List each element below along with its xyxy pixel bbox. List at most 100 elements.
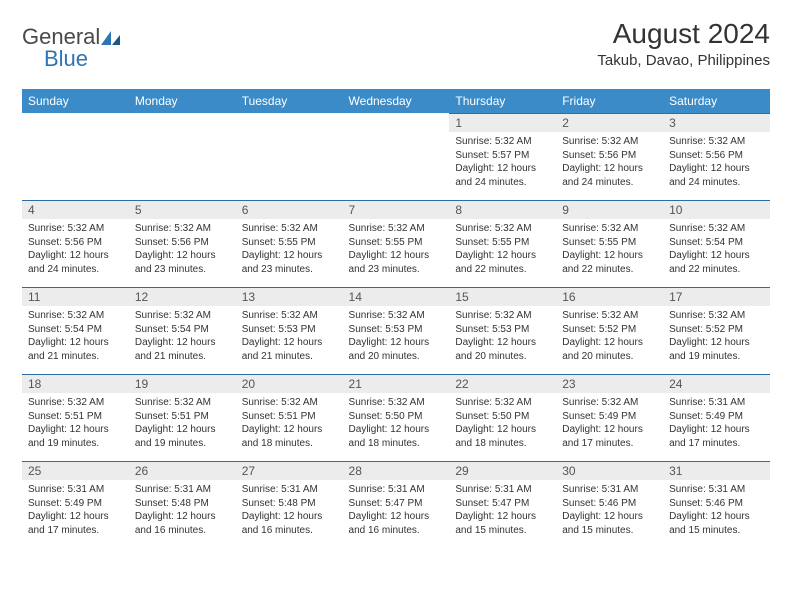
day-content: Sunrise: 5:32 AMSunset: 5:51 PMDaylight:…	[236, 393, 343, 456]
calendar-cell: 17Sunrise: 5:32 AMSunset: 5:52 PMDayligh…	[663, 287, 770, 374]
day-content: Sunrise: 5:32 AMSunset: 5:56 PMDaylight:…	[663, 132, 770, 195]
day-number: 11	[22, 287, 129, 306]
calendar-cell: 15Sunrise: 5:32 AMSunset: 5:53 PMDayligh…	[449, 287, 556, 374]
day-number: 12	[129, 287, 236, 306]
weekday-header: Sunday	[22, 89, 129, 113]
calendar-row: 4Sunrise: 5:32 AMSunset: 5:56 PMDaylight…	[22, 200, 770, 287]
calendar-cell: 2Sunrise: 5:32 AMSunset: 5:56 PMDaylight…	[556, 113, 663, 200]
day-content: Sunrise: 5:31 AMSunset: 5:49 PMDaylight:…	[663, 393, 770, 456]
day-number: 20	[236, 374, 343, 393]
day-number: 18	[22, 374, 129, 393]
weekday-header: Saturday	[663, 89, 770, 113]
calendar-cell: 24Sunrise: 5:31 AMSunset: 5:49 PMDayligh…	[663, 374, 770, 461]
calendar-cell: 25Sunrise: 5:31 AMSunset: 5:49 PMDayligh…	[22, 461, 129, 548]
day-number: 6	[236, 200, 343, 219]
day-content: Sunrise: 5:32 AMSunset: 5:54 PMDaylight:…	[129, 306, 236, 369]
calendar-cell: 11Sunrise: 5:32 AMSunset: 5:54 PMDayligh…	[22, 287, 129, 374]
day-number: 9	[556, 200, 663, 219]
day-content: Sunrise: 5:32 AMSunset: 5:54 PMDaylight:…	[22, 306, 129, 369]
calendar-cell: 10Sunrise: 5:32 AMSunset: 5:54 PMDayligh…	[663, 200, 770, 287]
calendar-cell	[129, 113, 236, 200]
calendar-cell	[236, 113, 343, 200]
day-content: Sunrise: 5:32 AMSunset: 5:50 PMDaylight:…	[449, 393, 556, 456]
calendar-cell: 30Sunrise: 5:31 AMSunset: 5:46 PMDayligh…	[556, 461, 663, 548]
day-number: 4	[22, 200, 129, 219]
calendar-row: 18 Sunrise: 5:32 AMSunset: 5:51 PMDayligh…	[22, 374, 770, 461]
title-block: August 2024 Takub, Davao, Philippines	[597, 18, 770, 69]
day-content: Sunrise: 5:32 AMSunset: 5:53 PMDaylight:…	[343, 306, 450, 369]
calendar-cell: 3Sunrise: 5:32 AMSunset: 5:56 PMDaylight…	[663, 113, 770, 200]
calendar-body: 1Sunrise: 5:32 AMSunset: 5:57 PMDaylight…	[22, 113, 770, 548]
calendar-cell: 16Sunrise: 5:32 AMSunset: 5:52 PMDayligh…	[556, 287, 663, 374]
calendar-cell: 7Sunrise: 5:32 AMSunset: 5:55 PMDaylight…	[343, 200, 450, 287]
weekday-header: Tuesday	[236, 89, 343, 113]
calendar-cell: 31Sunrise: 5:31 AMSunset: 5:46 PMDayligh…	[663, 461, 770, 548]
month-title: August 2024	[597, 18, 770, 50]
day-content: Sunrise: 5:32 AMSunset: 5:55 PMDaylight:…	[343, 219, 450, 282]
calendar-row: 1Sunrise: 5:32 AMSunset: 5:57 PMDaylight…	[22, 113, 770, 200]
day-content: Sunrise: 5:32 AMSunset: 5:55 PMDaylight:…	[556, 219, 663, 282]
day-number: 2	[556, 113, 663, 132]
calendar-cell: 9Sunrise: 5:32 AMSunset: 5:55 PMDaylight…	[556, 200, 663, 287]
day-number: 5	[129, 200, 236, 219]
calendar-cell: 21Sunrise: 5:32 AMSunset: 5:50 PMDayligh…	[343, 374, 450, 461]
logo-text-blue: Blue	[44, 46, 88, 71]
calendar-page: General August 2024 Takub, Davao, Philip…	[0, 0, 792, 566]
calendar-cell: 29Sunrise: 5:31 AMSunset: 5:47 PMDayligh…	[449, 461, 556, 548]
calendar-cell: 27Sunrise: 5:31 AMSunset: 5:48 PMDayligh…	[236, 461, 343, 548]
calendar-cell	[22, 113, 129, 200]
day-number: 27	[236, 461, 343, 480]
day-content: Sunrise: 5:32 AMSunset: 5:57 PMDaylight:…	[449, 132, 556, 195]
day-number: 31	[663, 461, 770, 480]
day-number: 3	[663, 113, 770, 132]
logo-sail-icon	[100, 29, 122, 47]
calendar-cell: 4Sunrise: 5:32 AMSunset: 5:56 PMDaylight…	[22, 200, 129, 287]
day-number: 28	[343, 461, 450, 480]
calendar-cell: 28Sunrise: 5:31 AMSunset: 5:47 PMDayligh…	[343, 461, 450, 548]
calendar-cell: 12Sunrise: 5:32 AMSunset: 5:54 PMDayligh…	[129, 287, 236, 374]
day-content: Sunrise: 5:32 AMSunset: 5:50 PMDaylight:…	[343, 393, 450, 456]
calendar-cell: 5Sunrise: 5:32 AMSunset: 5:56 PMDaylight…	[129, 200, 236, 287]
weekday-header: Friday	[556, 89, 663, 113]
weekday-header: Thursday	[449, 89, 556, 113]
calendar-row: 11Sunrise: 5:32 AMSunset: 5:54 PMDayligh…	[22, 287, 770, 374]
calendar-cell: 8Sunrise: 5:32 AMSunset: 5:55 PMDaylight…	[449, 200, 556, 287]
day-number: 23	[556, 374, 663, 393]
calendar-cell	[343, 113, 450, 200]
day-number: 19	[129, 374, 236, 393]
calendar-cell: 18Sunrise: 5:32 AMSunset: 5:51 PMDayligh…	[22, 374, 129, 461]
day-content: Sunrise: 5:32 AMSunset: 5:56 PMDaylight:…	[129, 219, 236, 282]
day-content: Sunrise: 5:31 AMSunset: 5:47 PMDaylight:…	[343, 480, 450, 543]
day-number: 7	[343, 200, 450, 219]
day-content: Sunrise: 5:32 AMSunset: 5:54 PMDaylight:…	[663, 219, 770, 282]
day-content: Sunrise: 5:32 AMSunset: 5:52 PMDaylight:…	[556, 306, 663, 369]
weekday-header-row: Sunday Monday Tuesday Wednesday Thursday…	[22, 89, 770, 113]
calendar-cell: 20Sunrise: 5:32 AMSunset: 5:51 PMDayligh…	[236, 374, 343, 461]
day-number: 30	[556, 461, 663, 480]
calendar-cell: 13Sunrise: 5:32 AMSunset: 5:53 PMDayligh…	[236, 287, 343, 374]
day-content: Sunrise: 5:31 AMSunset: 5:46 PMDaylight:…	[663, 480, 770, 543]
day-number: 13	[236, 287, 343, 306]
day-number: 24	[663, 374, 770, 393]
day-number: 22	[449, 374, 556, 393]
calendar-cell: 22Sunrise: 5:32 AMSunset: 5:50 PMDayligh…	[449, 374, 556, 461]
day-content: Sunrise: 5:31 AMSunset: 5:46 PMDaylight:…	[556, 480, 663, 543]
calendar-row: 25Sunrise: 5:31 AMSunset: 5:49 PMDayligh…	[22, 461, 770, 548]
day-content: Sunrise: 5:32 AMSunset: 5:56 PMDaylight:…	[556, 132, 663, 195]
calendar-cell: 6Sunrise: 5:32 AMSunset: 5:55 PMDaylight…	[236, 200, 343, 287]
day-number: 29	[449, 461, 556, 480]
location-subtitle: Takub, Davao, Philippines	[597, 52, 770, 69]
header: General August 2024 Takub, Davao, Philip…	[22, 18, 770, 69]
weekday-header: Wednesday	[343, 89, 450, 113]
day-content: Sunrise: 5:32 AMSunset: 5:53 PMDaylight:…	[236, 306, 343, 369]
day-content: Sunrise: 5:32 AMSunset: 5:55 PMDaylight:…	[236, 219, 343, 282]
day-number: 17	[663, 287, 770, 306]
day-number: 1	[449, 113, 556, 132]
day-content: Sunrise: 5:32 AMSunset: 5:52 PMDaylight:…	[663, 306, 770, 369]
calendar-cell: 23Sunrise: 5:32 AMSunset: 5:49 PMDayligh…	[556, 374, 663, 461]
weekday-header: Monday	[129, 89, 236, 113]
day-content: Sunrise: 5:32 AMSunset: 5:49 PMDaylight:…	[556, 393, 663, 456]
day-content: Sunrise: 5:31 AMSunset: 5:47 PMDaylight:…	[449, 480, 556, 543]
calendar-table: Sunday Monday Tuesday Wednesday Thursday…	[22, 89, 770, 548]
day-number: 10	[663, 200, 770, 219]
